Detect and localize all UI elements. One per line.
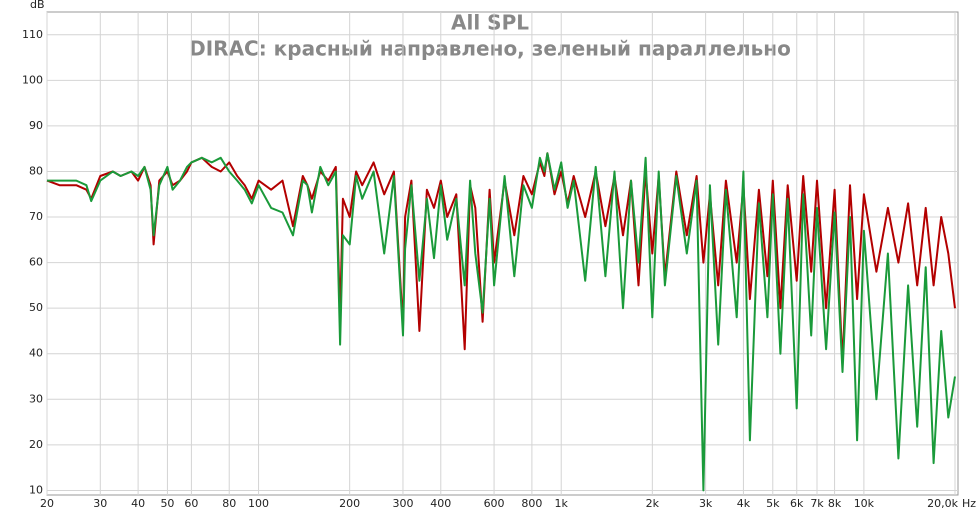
x-axis-label: Hz: [962, 497, 976, 510]
y-tick-label: 50: [29, 301, 43, 314]
x-tick-label: 6k: [790, 497, 804, 510]
x-tick-label: 400: [430, 497, 451, 510]
x-tick-label: 10k: [854, 497, 875, 510]
x-tick-label: 1k: [555, 497, 569, 510]
x-tick-label: 20: [40, 497, 54, 510]
y-tick-label: 20: [29, 438, 43, 451]
y-tick-label: 40: [29, 347, 43, 360]
y-tick-label: 80: [29, 164, 43, 177]
chart-subtitle: DIRAC: красный направлено, зеленый парал…: [189, 37, 791, 61]
x-tick-label: 3k: [699, 497, 713, 510]
x-tick-label: 80: [222, 497, 236, 510]
y-tick-label: 70: [29, 210, 43, 223]
x-tick-label: 600: [484, 497, 505, 510]
y-tick-label: 90: [29, 119, 43, 132]
x-tick-label: 300: [392, 497, 413, 510]
x-tick-label: 50: [160, 497, 174, 510]
x-tick-label: 40: [131, 497, 145, 510]
x-tick-label: 8k: [828, 497, 842, 510]
y-tick-label: 60: [29, 256, 43, 269]
chart-title: All SPL: [451, 11, 529, 35]
y-tick-label: 110: [22, 28, 43, 41]
x-tick-label: 800: [521, 497, 542, 510]
x-tick-label: 5k: [766, 497, 780, 510]
x-tick-label: 2k: [646, 497, 660, 510]
x-tick-label: 20,0k: [927, 497, 958, 510]
x-tick-label: 100: [248, 497, 269, 510]
x-tick-label: 200: [339, 497, 360, 510]
x-tick-label: 60: [184, 497, 198, 510]
y-axis-label: dB: [30, 0, 45, 11]
series-line: [47, 152, 956, 492]
x-tick-label: 4k: [737, 497, 751, 510]
x-tick-label: 7k: [810, 497, 824, 510]
y-tick-label: 100: [22, 73, 43, 86]
y-tick-label: 30: [29, 392, 43, 405]
x-tick-label: 30: [93, 497, 107, 510]
y-tick-label: 10: [29, 483, 43, 496]
